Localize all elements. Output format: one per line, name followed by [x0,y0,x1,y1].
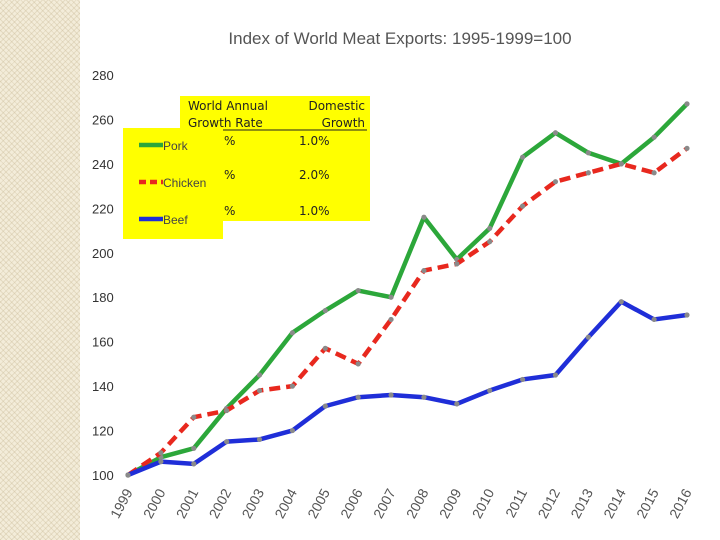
data-point-chicken [519,203,526,209]
data-point-chicken [322,345,328,351]
x-tick-label: 2009 [436,486,465,521]
data-point-chicken [289,383,296,389]
data-point-chicken [421,267,427,274]
x-tick-label: 2011 [502,486,530,520]
x-tick-label: 2014 [600,486,629,521]
data-point-chicken [618,161,624,167]
data-point-pork [552,130,559,136]
data-point-beef [552,372,559,378]
data-point-beef [421,394,427,400]
data-point-beef [322,403,328,409]
annotation-domestic-rate: 1.0% [299,204,330,218]
annotation-world-rate: % [224,134,235,148]
annotation-domestic-rate: 2.0% [299,168,330,182]
data-point-pork [585,150,591,156]
data-point-beef [618,299,624,305]
data-point-pork [519,154,526,160]
data-point-chicken [224,407,230,414]
annotation-header-world-1: World Annual [188,99,268,113]
series-line-chicken [126,146,689,477]
series-lines [125,101,690,478]
data-point-chicken [256,387,263,394]
series-line-pork [126,102,689,477]
data-point-chicken [552,179,559,185]
annotation-domestic-rate: 1.0% [299,134,330,148]
y-tick-label: 160 [92,335,114,350]
x-tick-label: 2013 [567,486,596,521]
data-point-pork [322,307,328,314]
y-tick-label: 240 [92,157,114,172]
annotation-header-domestic-1: Domestic [308,99,365,113]
data-point-pork [191,445,197,451]
data-point-pork [421,214,427,220]
y-tick-label: 120 [92,424,114,439]
chart-title: Index of World Meat Exports: 1995-1999=1… [228,29,571,48]
data-point-beef [224,439,230,445]
data-point-chicken [651,170,657,176]
x-tick-label: 2012 [534,486,563,521]
data-point-beef [256,436,263,443]
y-tick-label: 280 [92,68,114,83]
y-tick-label: 140 [92,379,114,394]
data-point-beef [158,459,164,465]
data-point-chicken [684,145,690,151]
data-point-beef [125,472,131,478]
y-tick-label: 260 [92,112,114,127]
x-tick-label: 2002 [206,486,235,521]
annotation-header-world-2: Growth Rate [188,116,263,130]
data-point-pork [651,134,657,140]
data-point-beef [355,394,361,400]
series-line-beef [127,299,688,478]
x-tick-label: 2006 [337,486,366,521]
data-point-beef [191,461,197,467]
data-point-chicken [158,450,164,456]
data-point-chicken [355,361,361,367]
data-point-pork [355,287,361,294]
annotation-world-rate: % [224,204,235,218]
x-tick-label: 1999 [107,486,136,521]
data-point-chicken [585,170,591,176]
annotation-world-rate: % [224,168,235,182]
data-point-beef [454,401,460,407]
x-tick-label: 2001 [173,486,202,521]
x-axis: 1999 2000 2001 2002 2003 2004 2005 2006 2007 2008… [107,486,695,521]
annotation-header-domestic-2: Growth [322,116,365,130]
y-axis: 100 120 140 160 180 200 220 240 260 280 [92,68,114,483]
data-point-beef [684,312,690,318]
data-point-chicken [191,414,197,420]
decorative-side-strip [0,0,80,540]
data-point-pork [256,372,263,378]
data-point-beef [487,387,493,394]
data-point-beef [388,392,394,398]
data-point-chicken [487,239,493,245]
data-point-beef [519,376,526,383]
x-tick-label: 2010 [469,486,498,521]
x-tick-label: 2004 [271,486,300,521]
data-point-chicken [388,316,394,323]
x-tick-label: 2003 [238,486,267,521]
legend-label: Pork [163,139,189,153]
y-tick-label: 200 [92,246,114,261]
data-point-beef [585,334,591,340]
data-point-pork [487,225,493,231]
y-tick-label: 100 [92,468,114,483]
x-tick-label: 2016 [666,486,695,521]
data-point-pork [388,294,394,300]
x-tick-label: 2008 [403,486,432,521]
y-tick-label: 220 [92,201,114,216]
x-tick-label: 2005 [304,486,333,521]
x-tick-label: 2015 [633,486,662,521]
x-tick-label: 2000 [140,486,169,521]
data-point-chicken [454,261,460,267]
legend-label: Chicken [163,176,206,190]
y-tick-label: 180 [92,290,114,305]
data-point-pork [684,101,690,107]
data-point-beef [289,427,296,434]
data-point-beef [651,316,657,323]
legend: Pork Chicken Beef [123,128,223,239]
data-point-pork [289,330,296,336]
legend-label: Beef [163,213,188,227]
x-tick-label: 2007 [370,486,399,521]
